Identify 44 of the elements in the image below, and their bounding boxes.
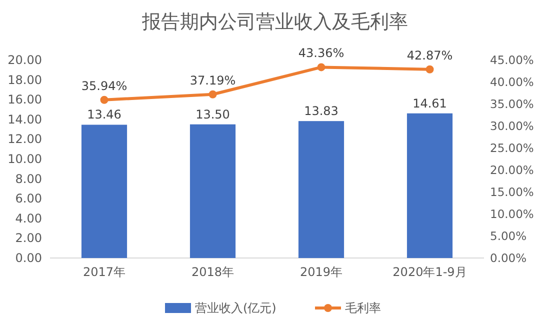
data-label: 13.46 — [87, 108, 122, 122]
y-tick-label: 20.00 — [8, 53, 42, 67]
y-tick-label: 4.00 — [15, 211, 42, 226]
y2-tick-label: 25.00% — [490, 141, 534, 155]
y-tick-label: 12.00 — [8, 132, 42, 146]
x-tick-label: 2019年 — [300, 265, 343, 279]
y-tick-label: 14.00 — [8, 112, 42, 126]
bar — [81, 124, 128, 258]
bar — [298, 121, 344, 258]
y-tick-label: 8.00 — [15, 172, 42, 186]
bar — [406, 113, 453, 258]
y-tick-label: 2.00 — [15, 231, 42, 246]
y-tick-label: 0.00 — [15, 251, 42, 265]
data-label: 42.87% — [406, 48, 453, 62]
data-label: 13.83 — [304, 104, 338, 118]
data-label: 35.94% — [81, 78, 128, 93]
point — [426, 65, 434, 74]
y-tick-label: 18.00 — [8, 72, 42, 87]
point — [100, 96, 108, 104]
y-tick-label: 16.00 — [8, 92, 42, 107]
point — [317, 63, 326, 72]
data-label: 37.19% — [190, 73, 236, 88]
y2-tick-label: 35.00% — [490, 97, 534, 111]
legend-label: 营业收入(亿元) — [195, 301, 276, 315]
bar — [190, 124, 236, 258]
chart-title: 报告期内公司营业收入及毛利率 — [141, 11, 408, 33]
y2-tick-label: 0.00% — [490, 251, 527, 265]
x-tick-label: 2018年 — [191, 265, 234, 279]
data-label: 14.61 — [412, 96, 447, 110]
y2-tick-label: 30.00% — [490, 119, 534, 133]
y-tick-label: 6.00 — [15, 192, 42, 206]
x-tick-label: 2017年 — [82, 265, 126, 279]
data-label: 43.36% — [298, 46, 344, 60]
y2-tick-label: 45.00% — [490, 53, 534, 67]
y2-tick-label: 5.00% — [490, 229, 527, 243]
data-label: 13.50 — [196, 107, 230, 122]
y2-tick-label: 20.00% — [490, 163, 534, 177]
y2-tick-label: 40.00% — [490, 75, 534, 89]
y2-tick-label: 15.00% — [490, 185, 534, 199]
legend-label: 毛利率 — [345, 301, 381, 315]
x-tick-label: 2020年1-9月 — [392, 265, 467, 279]
point — [208, 90, 217, 98]
y-tick-label: 10.00 — [8, 152, 42, 166]
y2-tick-label: 10.00% — [490, 207, 534, 221]
